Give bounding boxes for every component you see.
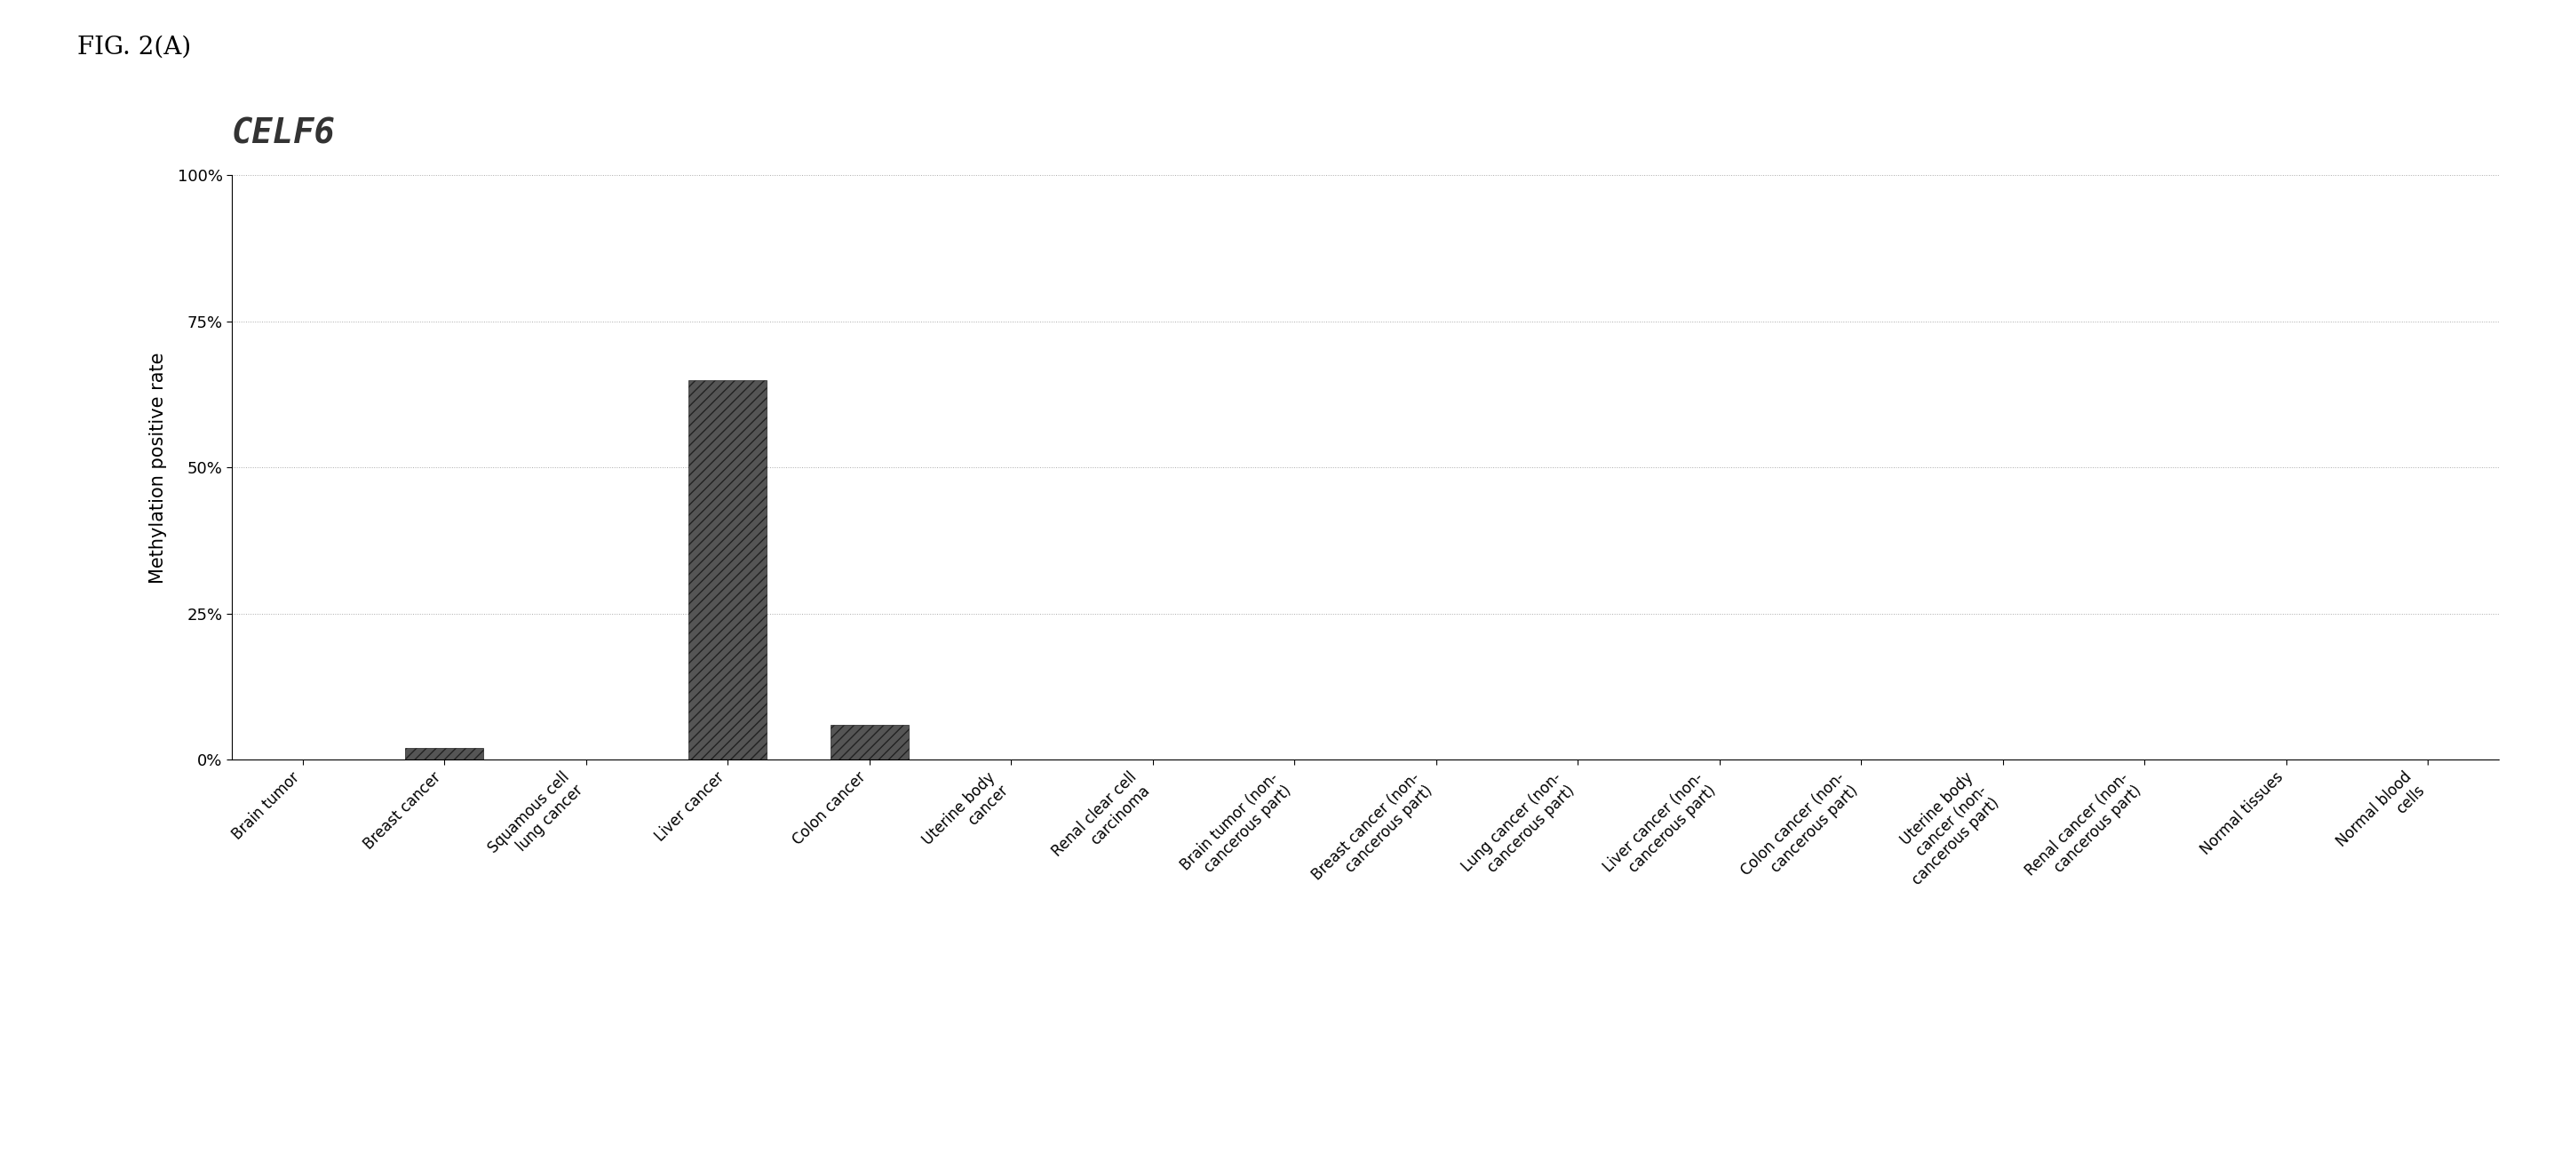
Text: FIG. 2(A): FIG. 2(A): [77, 35, 191, 60]
Bar: [688, 380, 768, 760]
Bar: [404, 748, 484, 760]
Bar: [829, 725, 909, 760]
Y-axis label: Methylation positive rate: Methylation positive rate: [149, 352, 167, 583]
Text: CELF6: CELF6: [232, 117, 335, 151]
